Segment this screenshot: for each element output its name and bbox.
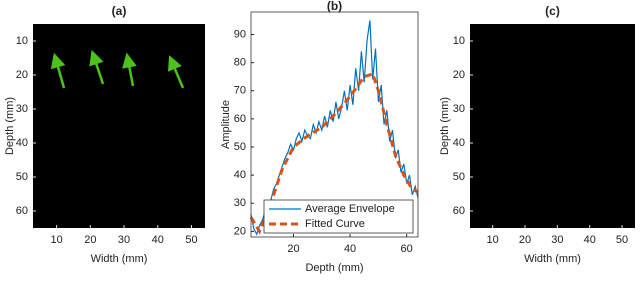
- y-tick-label: 40: [16, 137, 28, 149]
- y-tick-label: 80: [234, 57, 246, 69]
- arrow: [122, 52, 137, 87]
- y-tick-label: 50: [453, 171, 465, 183]
- y-tick-label: 40: [453, 137, 465, 149]
- y-axis-label: Depth (mm): [4, 97, 16, 155]
- plots: (a) 10 20 30 40 50 10 20 30 40 50 60 Width (mm) Depth…: [4, 0, 635, 274]
- y-tick-label: 50: [234, 141, 246, 153]
- image-shading: [470, 24, 635, 228]
- x-tick-label: 30: [118, 234, 130, 246]
- plot-area: [251, 12, 418, 237]
- y-tick-label: 20: [453, 69, 465, 81]
- axes-frame: [250, 11, 419, 238]
- series-line: [250, 20, 419, 236]
- legend-label: Average Envelope: [305, 203, 395, 215]
- chart-title: (a): [112, 4, 127, 18]
- y-axis-label: Amplitude: [220, 100, 232, 149]
- y-axis-label: Depth (mm): [439, 97, 451, 155]
- x-tick-label: 50: [616, 234, 628, 246]
- chart-title: (c): [545, 4, 560, 18]
- y-tick-label: 60: [234, 113, 246, 125]
- y-tick-label: 20: [234, 225, 246, 237]
- y-tick-label: 30: [453, 103, 465, 115]
- x-axis-label: Width (mm): [524, 253, 581, 265]
- series-line: [249, 72, 419, 235]
- chart-title: (b): [327, 0, 342, 13]
- x-axis-label: Width (mm): [91, 253, 148, 265]
- x-tick-label: 10: [487, 234, 499, 246]
- y-tick-label: 70: [234, 85, 246, 97]
- x-tick-label: 30: [551, 234, 563, 246]
- y-tick-label: 40: [234, 169, 246, 181]
- y-tick-label: 90: [234, 28, 246, 40]
- y-tick-label: 10: [16, 35, 28, 47]
- x-tick-label: 20: [287, 243, 299, 255]
- x-tick-label: 40: [344, 243, 356, 255]
- x-tick-label: 10: [50, 234, 62, 246]
- legend-label: Fitted Curve: [305, 218, 365, 230]
- x-tick-label: 20: [84, 234, 96, 246]
- x-tick-label: 40: [152, 234, 164, 246]
- image-shading: [33, 24, 205, 228]
- y-tick-label: 30: [234, 197, 246, 209]
- y-tick-label: 30: [16, 103, 28, 115]
- x-tick-label: 60: [401, 243, 413, 255]
- y-tick-label: 60: [453, 205, 465, 217]
- arrows: [50, 49, 185, 89]
- x-axis-label: Depth (mm): [305, 262, 363, 274]
- x-tick-label: 40: [584, 234, 596, 246]
- x-tick-label: 20: [519, 234, 531, 246]
- y-tick-label: 20: [16, 69, 28, 81]
- arrow: [89, 49, 105, 85]
- y-tick-label: 10: [453, 35, 465, 47]
- legend-box: [263, 199, 414, 234]
- y-tick-label: 60: [16, 205, 28, 217]
- arrow: [50, 52, 66, 89]
- y-tick-label: 50: [16, 171, 28, 183]
- arrow: [168, 55, 185, 89]
- x-tick-label: 50: [185, 234, 197, 246]
